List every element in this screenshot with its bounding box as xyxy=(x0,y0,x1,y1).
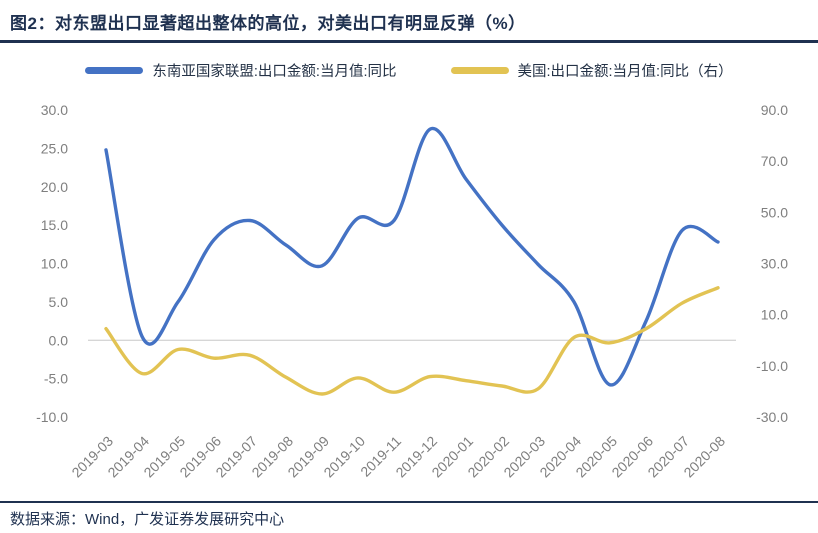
left-axis-tick-label: 0.0 xyxy=(49,332,69,348)
legend-label-asean: 东南亚国家联盟:出口金额:当月值:同比 xyxy=(152,64,397,80)
right-axis-tick-label: 90.0 xyxy=(761,102,788,118)
left-axis-tick-label: 30.0 xyxy=(41,102,68,118)
right-axis-tick-label: 10.0 xyxy=(761,307,788,323)
line-chart: 30.0 25.0 20.0 15.0 10.0 5.0 0.0 -5.0 -10.0 90.0 7… xyxy=(0,95,818,500)
left-axis-tick-label: 25.0 xyxy=(41,140,68,156)
left-axis-tick-label: 5.0 xyxy=(49,294,69,310)
data-source: 数据来源：Wind，广发证券发展研究中心 xyxy=(10,511,285,528)
left-axis-tick-label: 20.0 xyxy=(41,179,68,195)
legend-label-us: 美国:出口金额:当月值:同比（右） xyxy=(517,64,733,80)
footer-divider xyxy=(0,501,818,503)
right-axis-tick-label: 30.0 xyxy=(761,256,788,272)
chart-plot-area: 30.0 25.0 20.0 15.0 10.0 5.0 0.0 -5.0 -10.0 90.0 7… xyxy=(36,102,788,480)
legend-item-us: 美国:出口金额:当月值:同比（右） xyxy=(450,60,733,81)
us-line-swatch xyxy=(450,67,509,74)
right-axis-tick-label: 70.0 xyxy=(761,153,788,169)
legend-item-asean: 东南亚国家联盟:出口金额:当月值:同比 xyxy=(85,60,397,81)
title-divider xyxy=(0,40,818,43)
left-axis-tick-label: -5.0 xyxy=(44,371,68,387)
left-axis-tick-label: 10.0 xyxy=(41,256,68,272)
right-axis-tick-label: -30.0 xyxy=(756,409,788,425)
us-series-line xyxy=(104,286,720,396)
right-axis-tick-label: 50.0 xyxy=(761,204,788,220)
asean-series-line xyxy=(104,126,720,387)
right-axis-tick-label: -10.0 xyxy=(756,358,788,374)
left-axis-tick-label: -10.0 xyxy=(36,409,68,425)
left-axis-tick-label: 15.0 xyxy=(41,217,68,233)
asean-line-swatch xyxy=(85,67,144,74)
figure-title: 图2：对东盟出口显著超出整体的高位，对美出口有明显反弹（%） xyxy=(10,14,526,33)
chart-legend: 东南亚国家联盟:出口金额:当月值:同比 美国:出口金额:当月值:同比（右） xyxy=(0,60,818,81)
